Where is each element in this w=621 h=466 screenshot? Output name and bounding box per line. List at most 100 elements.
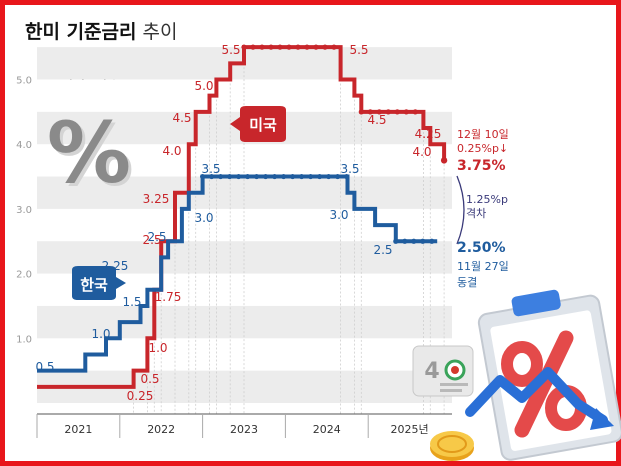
us-final-rate: 3.75% [457,158,506,174]
series-us [37,44,448,389]
plateau-dot [281,173,287,180]
us-rate-label: 5.5 [349,43,368,57]
labels-kr: 0.51.01.52.252.53.03.5 3.53.02.5 [35,162,392,374]
plateau-dot [295,44,301,50]
plateau-dot [393,238,399,244]
kr-final-rate: 2.50% [457,240,506,256]
plateau-dot [209,173,215,180]
x-tick-label: 2021 [64,423,92,436]
coin-icon [430,431,474,461]
us-rate-label: 1.0 [148,341,167,355]
band [37,176,452,209]
us-badge: 미국 [230,106,286,142]
plateau-dot [376,109,382,115]
kr-rate-label: 3.0 [329,208,348,222]
plateau-dot [286,44,292,50]
band [37,305,452,339]
plateau-dot [331,44,337,50]
plateau-dot [313,44,319,50]
plateau-dot [304,44,310,50]
y-tick-label: 1.0 [16,334,32,345]
plateau-dot [254,173,260,180]
us-badge-label: 미국 [249,116,277,134]
us-rate-label: 3.25 [143,192,170,206]
plateau-dot [358,109,364,115]
kr-rate-label: 3.0 [194,211,213,225]
kr-badge-label: 한국 [80,276,108,294]
x-tick-label: 2022 [147,423,175,436]
kr-rate-label: 1.0 [91,327,110,341]
kr-rate-label: 2.5 [147,230,166,244]
kr-date: 11월 27일 [457,259,509,273]
plateau-dot [403,109,409,115]
plateau-dot [236,173,242,180]
kr-status: 동결 [457,276,477,289]
plateau-dot [308,173,314,180]
plateau-dot [263,173,269,180]
gap-annotation: 1.25%p 격차 [456,175,508,245]
plateau-dot [277,44,283,50]
chart-title: 한미 기준금리 추이 [25,17,177,44]
x-tick-label: 2025년 [391,423,429,436]
kr-annotation: 2.50% 11월 27일 동결 [457,240,509,289]
us-date: 12월 10일 [457,127,509,141]
us-rate-label: 1.75 [155,290,182,304]
kr-rate-label: 1.5 [122,295,141,309]
us-rate-label: 4.5 [172,111,191,125]
plateau-dot [317,173,323,180]
plateau-dot [259,44,265,50]
y-tick-label: 2.0 [16,270,32,281]
plateau-dot [411,238,417,244]
news-logo: 4 [412,345,474,397]
labels-us: 0.25 0.5 1.0 1.75 2.5 3.25 4.0 4.5 5.0 5.5 5.5 4.5 4… [127,43,442,403]
svg-text:%: % [47,104,131,202]
plateau-dot [326,173,332,180]
series-kr [37,173,438,373]
us-rate-label: 4.25 [415,127,442,141]
plateau-dot [412,109,418,115]
plateau-dot [385,109,391,115]
plateau-dot [394,109,400,115]
plateau-dot [241,44,247,50]
gap-value: 1.25%p [466,193,508,206]
us-end-dot [440,157,448,164]
plateau-dot [299,173,305,180]
kr-rate-line [37,174,438,373]
percent-symbol-icon: % % [47,104,134,205]
kr-rate-label: 3.5 [340,162,359,176]
plateau-dot [335,173,341,180]
us-rate-label: 5.0 [194,79,213,93]
x-axis: 2021 2022 2023 2024 2025년 [36,413,452,438]
percent-clipboard-illustration [430,289,621,461]
plateau-dot [250,44,256,50]
us-rate-label: 0.25 [127,389,154,403]
y-tick-label: 5.0 [16,76,32,87]
us-rate-label: 0.5 [140,372,159,386]
chart-title-main: 한미 기준금리 [25,21,137,43]
plateau-dot [402,238,408,244]
plateau-dot [322,44,328,50]
plateau-dot [272,173,278,180]
plateau-dot [218,173,224,180]
kr-rate-label: 3.5 [201,162,220,176]
plateau-dot [245,173,251,180]
us-annotation: 12월 10일 0.25%p↓ 3.75% [457,127,509,174]
us-rate-label: 4.5 [367,113,386,127]
plateau-dot [268,44,274,50]
plateau-dot [429,238,435,244]
us-rate-label: 5.5 [221,43,240,57]
us-change: 0.25%p↓ [457,142,508,155]
plateau-dot [367,109,373,115]
plateau-dot [344,173,350,180]
us-rate-label: 4.0 [412,145,431,159]
y-axis: 1.0 2.0 3.0 4.0 5.0 [16,76,32,346]
svg-text:%: % [50,107,134,205]
us-rate-label: 4.0 [162,144,181,158]
us-rate-label: 2.5 [142,233,161,247]
svg-text:4: 4 [424,359,439,384]
y-tick-label: 4.0 [16,140,32,151]
kr-rate-label: 0.5 [35,360,54,374]
x-tick-label: 2023 [230,423,258,436]
plateau-dot [200,173,206,180]
gap-label: 격차 [466,207,486,220]
